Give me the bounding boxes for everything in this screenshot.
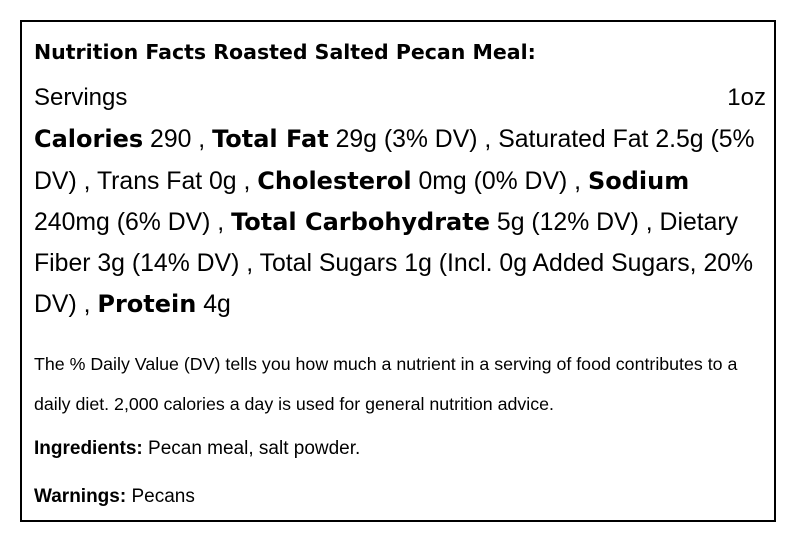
sodium-value: 240mg (6% DV) , [34,209,225,236]
protein-value: 4g [203,291,231,318]
calories-label: Calories [34,125,144,153]
nutrition-label: Nutrition Facts Roasted Salted Pecan Mea… [20,20,776,522]
total-sugars: Total Sugars 1g (Incl. 0g Added Sugars, … [34,249,754,319]
ingredients-value: Pecan meal, salt powder. [148,438,361,459]
total-fat-value: 29g (3% DV) , [335,126,492,153]
warnings-line: Warnings: Pecans [34,483,195,511]
dietary-fiber: Dietary Fiber 3g (14% DV) , [34,209,739,277]
total-carbohydrate-value: 5g (12% DV) , [496,209,653,236]
cholesterol-value: 0mg (0% DV) , [418,167,582,195]
servings-value: 1oz [727,84,766,111]
total-fat-label: Total Fat [212,125,329,153]
warnings-value: Pecans [131,486,195,507]
daily-value-note: The % Daily Value (DV) tells you how muc… [34,354,738,414]
servings-label: Servings [34,84,128,111]
saturated-fat: Saturated Fat 2.5g (5% DV) , [34,126,755,195]
ingredients-line: Ingredients: Pecan meal, salt powder. [34,435,360,463]
nutrient-list: Calories 290 , Total Fat 29g (3% DV) , S… [34,119,760,326]
ingredients-label: Ingredients: [34,438,143,459]
cholesterol-label: Cholesterol [257,166,412,195]
servings-row: Servings 1oz [34,82,766,114]
calories-value: 290 , [150,126,206,153]
total-carbohydrate-label: Total Carbohydrate [231,208,491,236]
warnings-label: Warnings: [34,486,127,507]
sodium-label: Sodium [587,166,690,195]
protein-label: Protein [97,290,197,318]
label-title: Nutrition Facts Roasted Salted Pecan Mea… [34,40,536,64]
trans-fat: Trans Fat 0g , [96,167,251,195]
